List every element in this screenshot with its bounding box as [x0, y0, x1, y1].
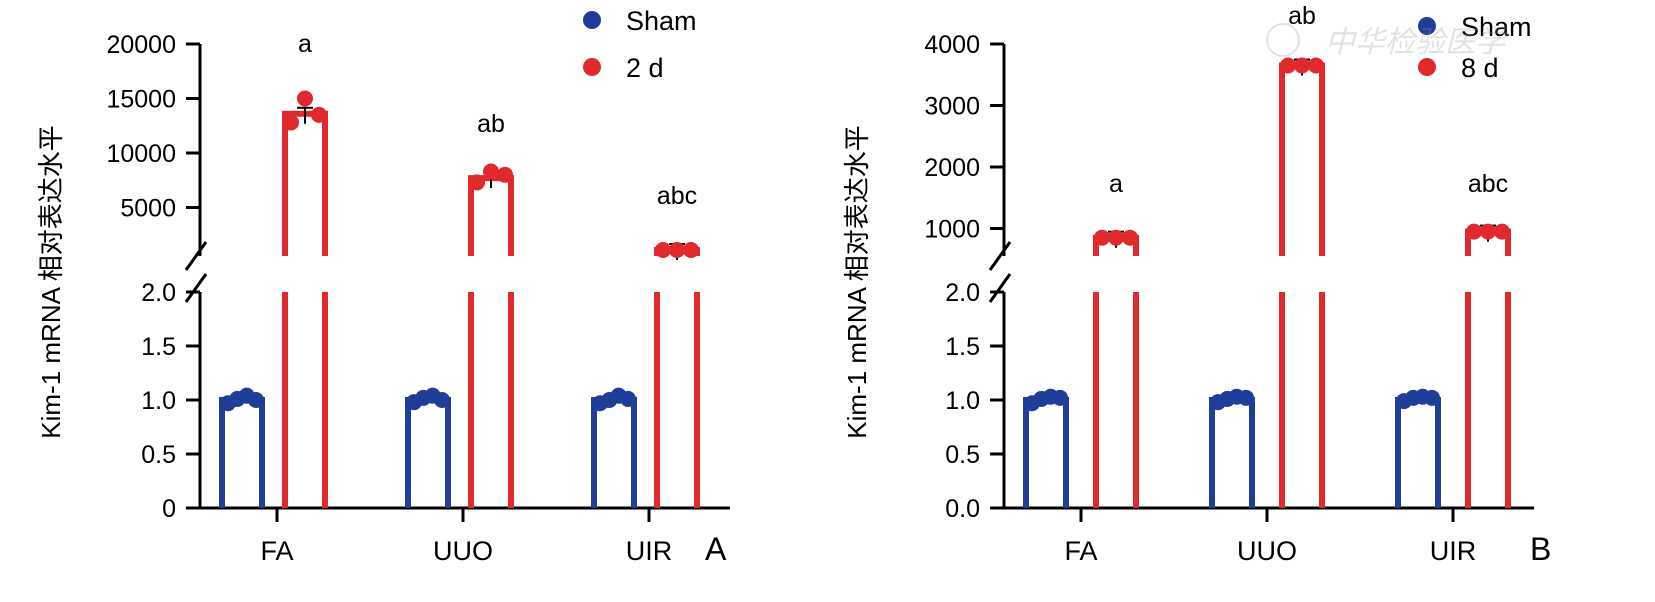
y-tick-label-upper: 2000 [924, 154, 980, 182]
bar-sham-uir [591, 387, 637, 508]
bar-treated-uir [654, 242, 700, 508]
bar-outline [591, 397, 637, 508]
y-tick-label-upper: 3000 [924, 93, 980, 121]
data-point [1480, 223, 1496, 240]
legend-entry: 2 d [626, 53, 664, 83]
data-point [1238, 389, 1254, 406]
significance-label: abc [657, 182, 697, 210]
significance-label: abc [1468, 170, 1508, 198]
bar-outline [1395, 397, 1441, 508]
axis-break-mark [988, 273, 1012, 303]
bar-treated-fa [282, 90, 328, 508]
x-tick-label: UUO [433, 536, 493, 566]
data-point [1094, 229, 1110, 246]
data-point [248, 392, 264, 408]
bar-outline [1023, 397, 1069, 508]
significance-label: a [1109, 170, 1123, 198]
bar-outline-upper [282, 110, 328, 256]
data-point [1466, 223, 1482, 240]
y-tick-label-upper: 4000 [924, 31, 980, 59]
legend-entry: Sham [626, 6, 697, 36]
panel-label: A [705, 531, 727, 567]
legend-marker [583, 58, 601, 76]
bar-outline [1209, 397, 1255, 508]
bar-treated-uir [1465, 223, 1511, 508]
y-tick-label-lower: 1.5 [945, 333, 980, 361]
x-tick-label: UIR [1430, 536, 1477, 566]
y-tick-label-lower: 1.0 [141, 387, 176, 415]
watermark: 中华检验医学 [1266, 23, 1508, 59]
data-point [1308, 57, 1324, 74]
data-point [620, 390, 636, 407]
y-tick-label-lower: 2.0 [945, 279, 980, 307]
data-point [497, 166, 513, 183]
legend-marker [583, 11, 601, 29]
data-point [483, 163, 499, 180]
data-point [1494, 223, 1510, 240]
x-tick-label: UUO [1237, 536, 1297, 566]
legend-entry: Sham [1461, 12, 1532, 42]
bar-outline [405, 397, 451, 508]
significance-label: a [298, 30, 312, 58]
data-point [1122, 229, 1138, 246]
bar-outline-upper [1279, 62, 1325, 256]
data-point [669, 242, 685, 259]
x-tick-label: UIR [626, 536, 673, 566]
data-point [469, 174, 485, 191]
y-tick-label-lower: 1.0 [945, 387, 980, 415]
axis-break-mark [184, 241, 208, 271]
chart-panel-a: 0 0.5 1.0 1.5 2.0 5000 10000 15000 20000 Kim-1 mR… [36, 6, 730, 567]
legend-entry: 8 d [1461, 53, 1499, 83]
data-point [311, 106, 327, 123]
y-axis-label: Kim-1 mRNA 相对表达水平 [842, 125, 872, 438]
data-point [1052, 389, 1068, 406]
bar-sham-uir [1395, 388, 1441, 508]
x-tick-label: FA [1064, 536, 1097, 566]
data-point [1294, 57, 1310, 74]
legend-marker [1418, 17, 1436, 35]
watermark-text: 中华检验医学 [1325, 26, 1508, 59]
bar-sham-uuo [1209, 388, 1255, 508]
data-point [434, 392, 450, 408]
bar-treated-uuo [468, 163, 514, 508]
axis-break-mark [184, 273, 208, 303]
panel-label: B [1530, 531, 1551, 567]
chart-panel-b: 0.0 0.5 1.0 1.5 2.0 1000 2000 3000 4000 Kim-1 mRN… [842, 2, 1551, 567]
y-tick-label-lower: 0.0 [945, 495, 980, 523]
y-tick-label-upper: 20000 [106, 31, 176, 59]
data-point [1108, 229, 1124, 246]
y-tick-label-lower: 0 [162, 495, 176, 523]
y-tick-label-lower: 0.5 [141, 441, 176, 469]
y-tick-label-upper: 1000 [924, 216, 980, 244]
data-point [297, 90, 313, 107]
bar-sham-fa [219, 387, 265, 508]
bar-treated-fa [1093, 229, 1139, 508]
watermark-logo-icon [1266, 23, 1300, 57]
legend-marker [1418, 58, 1436, 76]
bar-treated-uuo [1279, 57, 1325, 508]
data-point [1424, 389, 1440, 406]
data-point [655, 242, 671, 259]
bar-sham-fa [1023, 388, 1069, 508]
x-tick-label: FA [260, 536, 293, 566]
y-tick-label-lower: 1.5 [141, 333, 176, 361]
significance-label: ab [1288, 2, 1316, 30]
data-point [283, 114, 299, 131]
y-tick-label-upper: 5000 [120, 195, 176, 223]
y-tick-label-upper: 15000 [106, 86, 176, 114]
axis-break-mark [988, 241, 1012, 271]
y-tick-label-lower: 0.5 [945, 441, 980, 469]
data-point [683, 242, 699, 259]
data-point [1280, 57, 1296, 74]
y-tick-label-lower: 2.0 [141, 279, 176, 307]
bar-outline [219, 397, 265, 508]
bar-sham-uuo [405, 387, 451, 508]
y-axis-label: Kim-1 mRNA 相对表达水平 [36, 125, 66, 438]
y-tick-label-upper: 10000 [106, 140, 176, 168]
significance-label: ab [477, 110, 505, 138]
